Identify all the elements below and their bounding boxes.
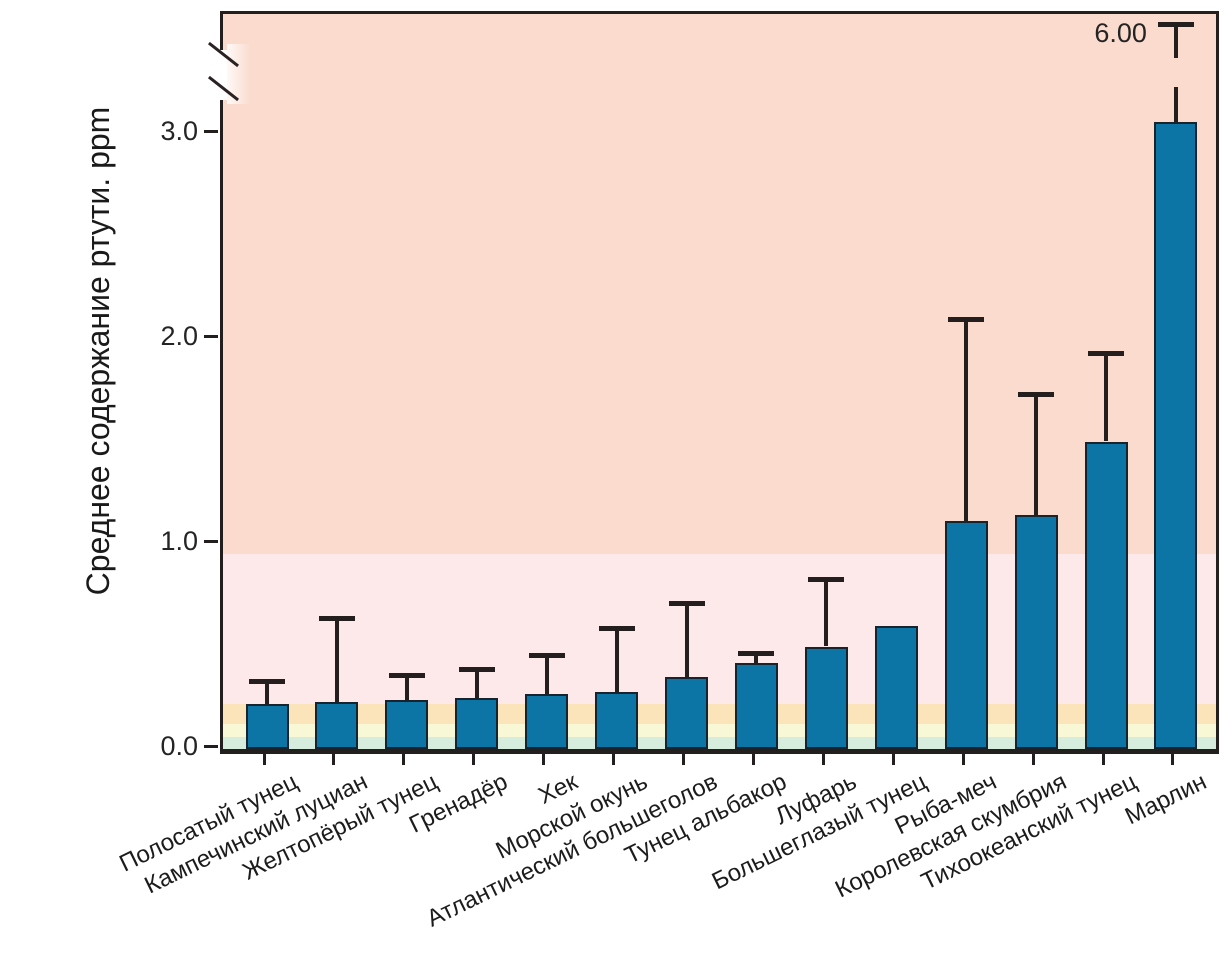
y-tick-label: 1.0 <box>160 526 198 556</box>
axis-break-gap <box>216 50 227 100</box>
bar <box>734 662 778 749</box>
y-tick <box>204 334 218 338</box>
error-bar-cap <box>318 615 355 621</box>
error-bar-cap <box>948 316 985 322</box>
error-bar-cap <box>1157 22 1194 27</box>
x-tick <box>961 751 965 765</box>
bar <box>665 677 709 749</box>
y-tick <box>204 129 218 133</box>
y-tick-label: 3.0 <box>160 116 198 146</box>
error-bar-cap <box>598 626 635 632</box>
error-bar-cap <box>1088 351 1125 357</box>
advisory-band-4 <box>223 14 1216 555</box>
bar <box>1154 121 1198 749</box>
x-tick <box>1171 751 1175 765</box>
x-tick <box>1031 751 1035 765</box>
x-tick <box>891 751 895 765</box>
error-bar-line <box>265 681 269 704</box>
error-bar-line <box>1034 394 1039 516</box>
bar <box>595 691 639 749</box>
error-bar-cap <box>1018 392 1055 398</box>
x-tick <box>682 751 686 765</box>
error-bar-line <box>824 578 829 647</box>
background-bands-layer <box>223 14 1216 749</box>
error-bar-line <box>964 318 969 522</box>
y-tick-label: 0.0 <box>160 731 198 761</box>
bar <box>874 626 918 749</box>
error-bar-cap <box>808 576 845 582</box>
bar <box>1014 515 1058 749</box>
error-bar-cap <box>388 673 425 679</box>
error-bar-line <box>474 669 479 698</box>
error-bar-line <box>404 675 409 700</box>
bar <box>315 701 359 749</box>
bar <box>245 703 289 749</box>
x-tick <box>262 751 266 765</box>
error-bar-broken-upper <box>1173 26 1178 58</box>
error-bar-line <box>614 628 619 692</box>
error-bar-cap <box>249 679 285 685</box>
bar <box>525 693 569 749</box>
error-bar-line <box>1104 353 1109 442</box>
x-tick <box>751 751 755 765</box>
bar <box>385 699 429 749</box>
bar <box>455 697 499 749</box>
bar <box>804 646 848 749</box>
error-bar-line <box>544 654 549 694</box>
error-bar-line <box>754 652 759 663</box>
x-tick <box>332 751 336 765</box>
y-tick <box>204 744 218 748</box>
error-bar-cap <box>738 650 775 656</box>
plot-area <box>220 11 1219 754</box>
error-bar-cap <box>528 652 565 658</box>
x-tick <box>542 751 546 765</box>
x-tick <box>821 751 825 765</box>
x-tick <box>402 751 406 765</box>
y-tick <box>204 539 218 543</box>
break-value-label: 6.00 <box>1094 18 1147 48</box>
x-tick <box>612 751 616 765</box>
y-tick-label: 2.0 <box>160 321 198 351</box>
error-bar-broken-lower <box>1173 87 1178 122</box>
error-bars-layer <box>223 14 1216 749</box>
error-bar-line <box>684 603 689 678</box>
bar <box>1084 441 1128 749</box>
bar <box>944 521 988 749</box>
bars-layer <box>223 14 1216 749</box>
error-bar-line <box>334 617 339 702</box>
error-bar-cap <box>668 601 705 607</box>
error-bar-cap <box>458 667 495 673</box>
x-tick <box>1101 751 1105 765</box>
x-tick <box>472 751 476 765</box>
